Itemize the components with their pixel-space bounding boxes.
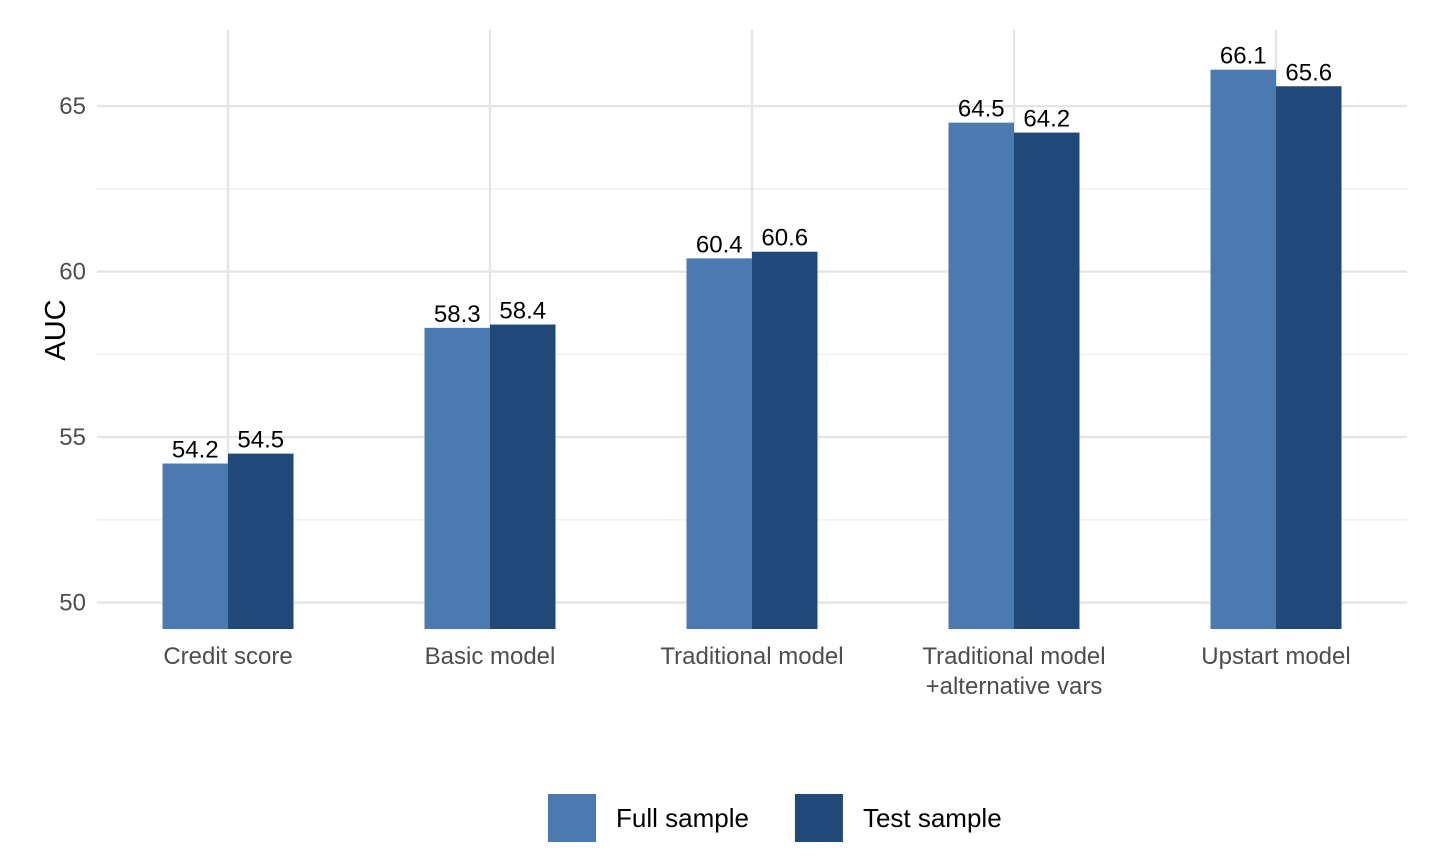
bar-value-label: 65.6 [1285, 59, 1332, 86]
bar-value-label: 54.2 [172, 437, 219, 464]
bar-test-0 [228, 453, 294, 629]
bar-value-label: 64.2 [1023, 106, 1070, 133]
value-labels: 54.2 58.3 60.4 64.5 66.1 54.5 58.4 60.6 64.2 65.6 [172, 43, 1332, 464]
y-axis-title: AUC [40, 299, 72, 360]
bar-test-1 [490, 324, 556, 629]
y-tick-label: 65 [59, 93, 86, 120]
bar-full-0 [162, 463, 228, 629]
legend-key-full [548, 794, 596, 842]
bar-value-label: 60.6 [761, 225, 808, 252]
legend: Full sample Test sample [548, 794, 1002, 842]
legend-label: Test sample [863, 803, 1002, 833]
bar-value-label: 54.5 [237, 427, 284, 454]
bar-value-label: 58.4 [499, 298, 546, 325]
bar-value-label: 58.3 [434, 301, 481, 328]
legend-key-test [794, 794, 843, 842]
bar-full-4 [1210, 69, 1276, 629]
x-tick-label: Traditional model +alternative vars [922, 643, 1105, 700]
y-tick-label: 60 [59, 259, 86, 286]
x-tick-label: Traditional model [660, 643, 843, 670]
bar-value-label: 66.1 [1220, 43, 1267, 70]
x-tick-label: Upstart model [1201, 643, 1350, 670]
bar-full-2 [686, 258, 752, 629]
legend-label: Full sample [616, 803, 749, 833]
bar-value-label: 64.5 [958, 96, 1005, 123]
x-tick-label: Basic model [425, 643, 556, 670]
y-tick-label: 55 [59, 424, 86, 451]
bar-full-3 [948, 122, 1014, 629]
bar-full-1 [424, 327, 490, 629]
bar-test-4 [1276, 86, 1342, 630]
bar-value-label: 60.4 [696, 231, 743, 258]
y-axis-ticks: 50 55 60 65 [59, 93, 86, 616]
bar-test-2 [752, 251, 818, 629]
x-axis-ticks: Credit score Basic model Traditional model… [163, 643, 1350, 700]
x-tick-label: Credit score [163, 643, 292, 670]
bar-test-3 [1014, 132, 1080, 629]
bars [162, 69, 1342, 630]
y-tick-label: 50 [59, 590, 86, 617]
